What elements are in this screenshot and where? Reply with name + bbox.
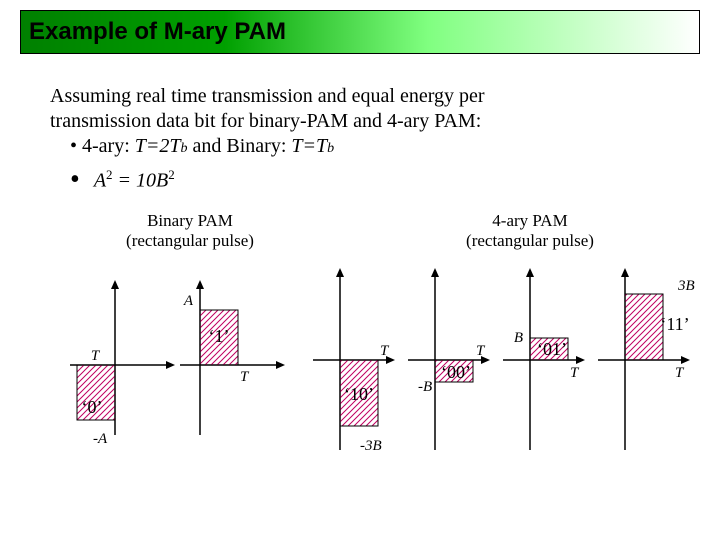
chart-labels-row: Binary PAM (rectangular pulse) 4-ary PAM… — [20, 211, 700, 251]
mary-00-T: T — [476, 343, 486, 359]
mary-neg3B: -3B — [360, 438, 382, 454]
bullet-mid: and Binary: — [188, 135, 292, 157]
mary-11-T: T — [675, 365, 685, 381]
bits11-label: ‘11’ — [660, 314, 689, 334]
bullet-eq1b: b — [181, 141, 188, 156]
binary-0-chart: ‘0’ T -A — [60, 275, 180, 455]
binary-negA: -A — [93, 431, 108, 447]
assumption-line-2: transmission data bit for binary-PAM and… — [50, 109, 680, 134]
bit1-label: ‘1’ — [209, 326, 230, 346]
equation-row: • A2 = 10B2 — [70, 167, 700, 193]
diagrams-area: ‘0’ T -A ‘1’ A T ‘10’ T -3B — [20, 255, 700, 475]
slide-title: Example of M-ary PAM — [29, 18, 286, 46]
equation-rhs: B — [156, 170, 168, 192]
equation: A2 = 10B2 — [94, 167, 175, 193]
mary-10-chart: ‘10’ T -3B — [305, 265, 400, 465]
mary-10-T: T — [380, 343, 390, 359]
mary-label-1: 4-ary PAM — [360, 211, 700, 231]
mary-11-chart: ‘11’ 3B T — [590, 265, 700, 465]
body-text: Assuming real time transmission and equa… — [50, 84, 680, 159]
mary-3B: 3B — [677, 278, 695, 294]
mary-label-2: (rectangular pulse) — [360, 231, 700, 251]
bit0-label: ‘0’ — [82, 397, 103, 417]
mary-negB: -B — [418, 379, 432, 395]
mary-00-chart: ‘00’ T -B — [400, 265, 495, 465]
bits01-label: ‘01’ — [537, 339, 567, 359]
binary-1-T: T — [240, 369, 250, 385]
binary-A: A — [183, 293, 194, 309]
bullet-eq2b: b — [327, 141, 334, 156]
binary-label-1: Binary PAM — [20, 211, 360, 231]
bits10-label: ‘10’ — [344, 384, 374, 404]
assumption-line-1: Assuming real time transmission and equa… — [50, 84, 680, 109]
bullet-eq1a: T=2T — [135, 135, 181, 157]
equation-lhs: A — [94, 170, 106, 192]
bullet-eq2a: T=T — [291, 135, 327, 157]
bullet-prefix: • 4-ary: — [70, 135, 135, 157]
title-bar: Example of M-ary PAM — [20, 10, 700, 54]
mary-label: 4-ary PAM (rectangular pulse) — [360, 211, 700, 251]
bullet-line: • 4-ary: T=2Tb and Binary: T=Tb — [70, 134, 680, 159]
binary-1-chart: ‘1’ A T — [175, 275, 295, 455]
mary-01-chart: ‘01’ B T — [495, 265, 590, 465]
binary-label: Binary PAM (rectangular pulse) — [20, 211, 360, 251]
binary-0-T: T — [91, 348, 101, 364]
mary-01-T: T — [570, 365, 580, 381]
binary-label-2: (rectangular pulse) — [20, 231, 360, 251]
bits00-label: ‘00’ — [441, 362, 471, 382]
mary-B: B — [514, 330, 523, 346]
equation-mid: = 10 — [113, 170, 157, 192]
